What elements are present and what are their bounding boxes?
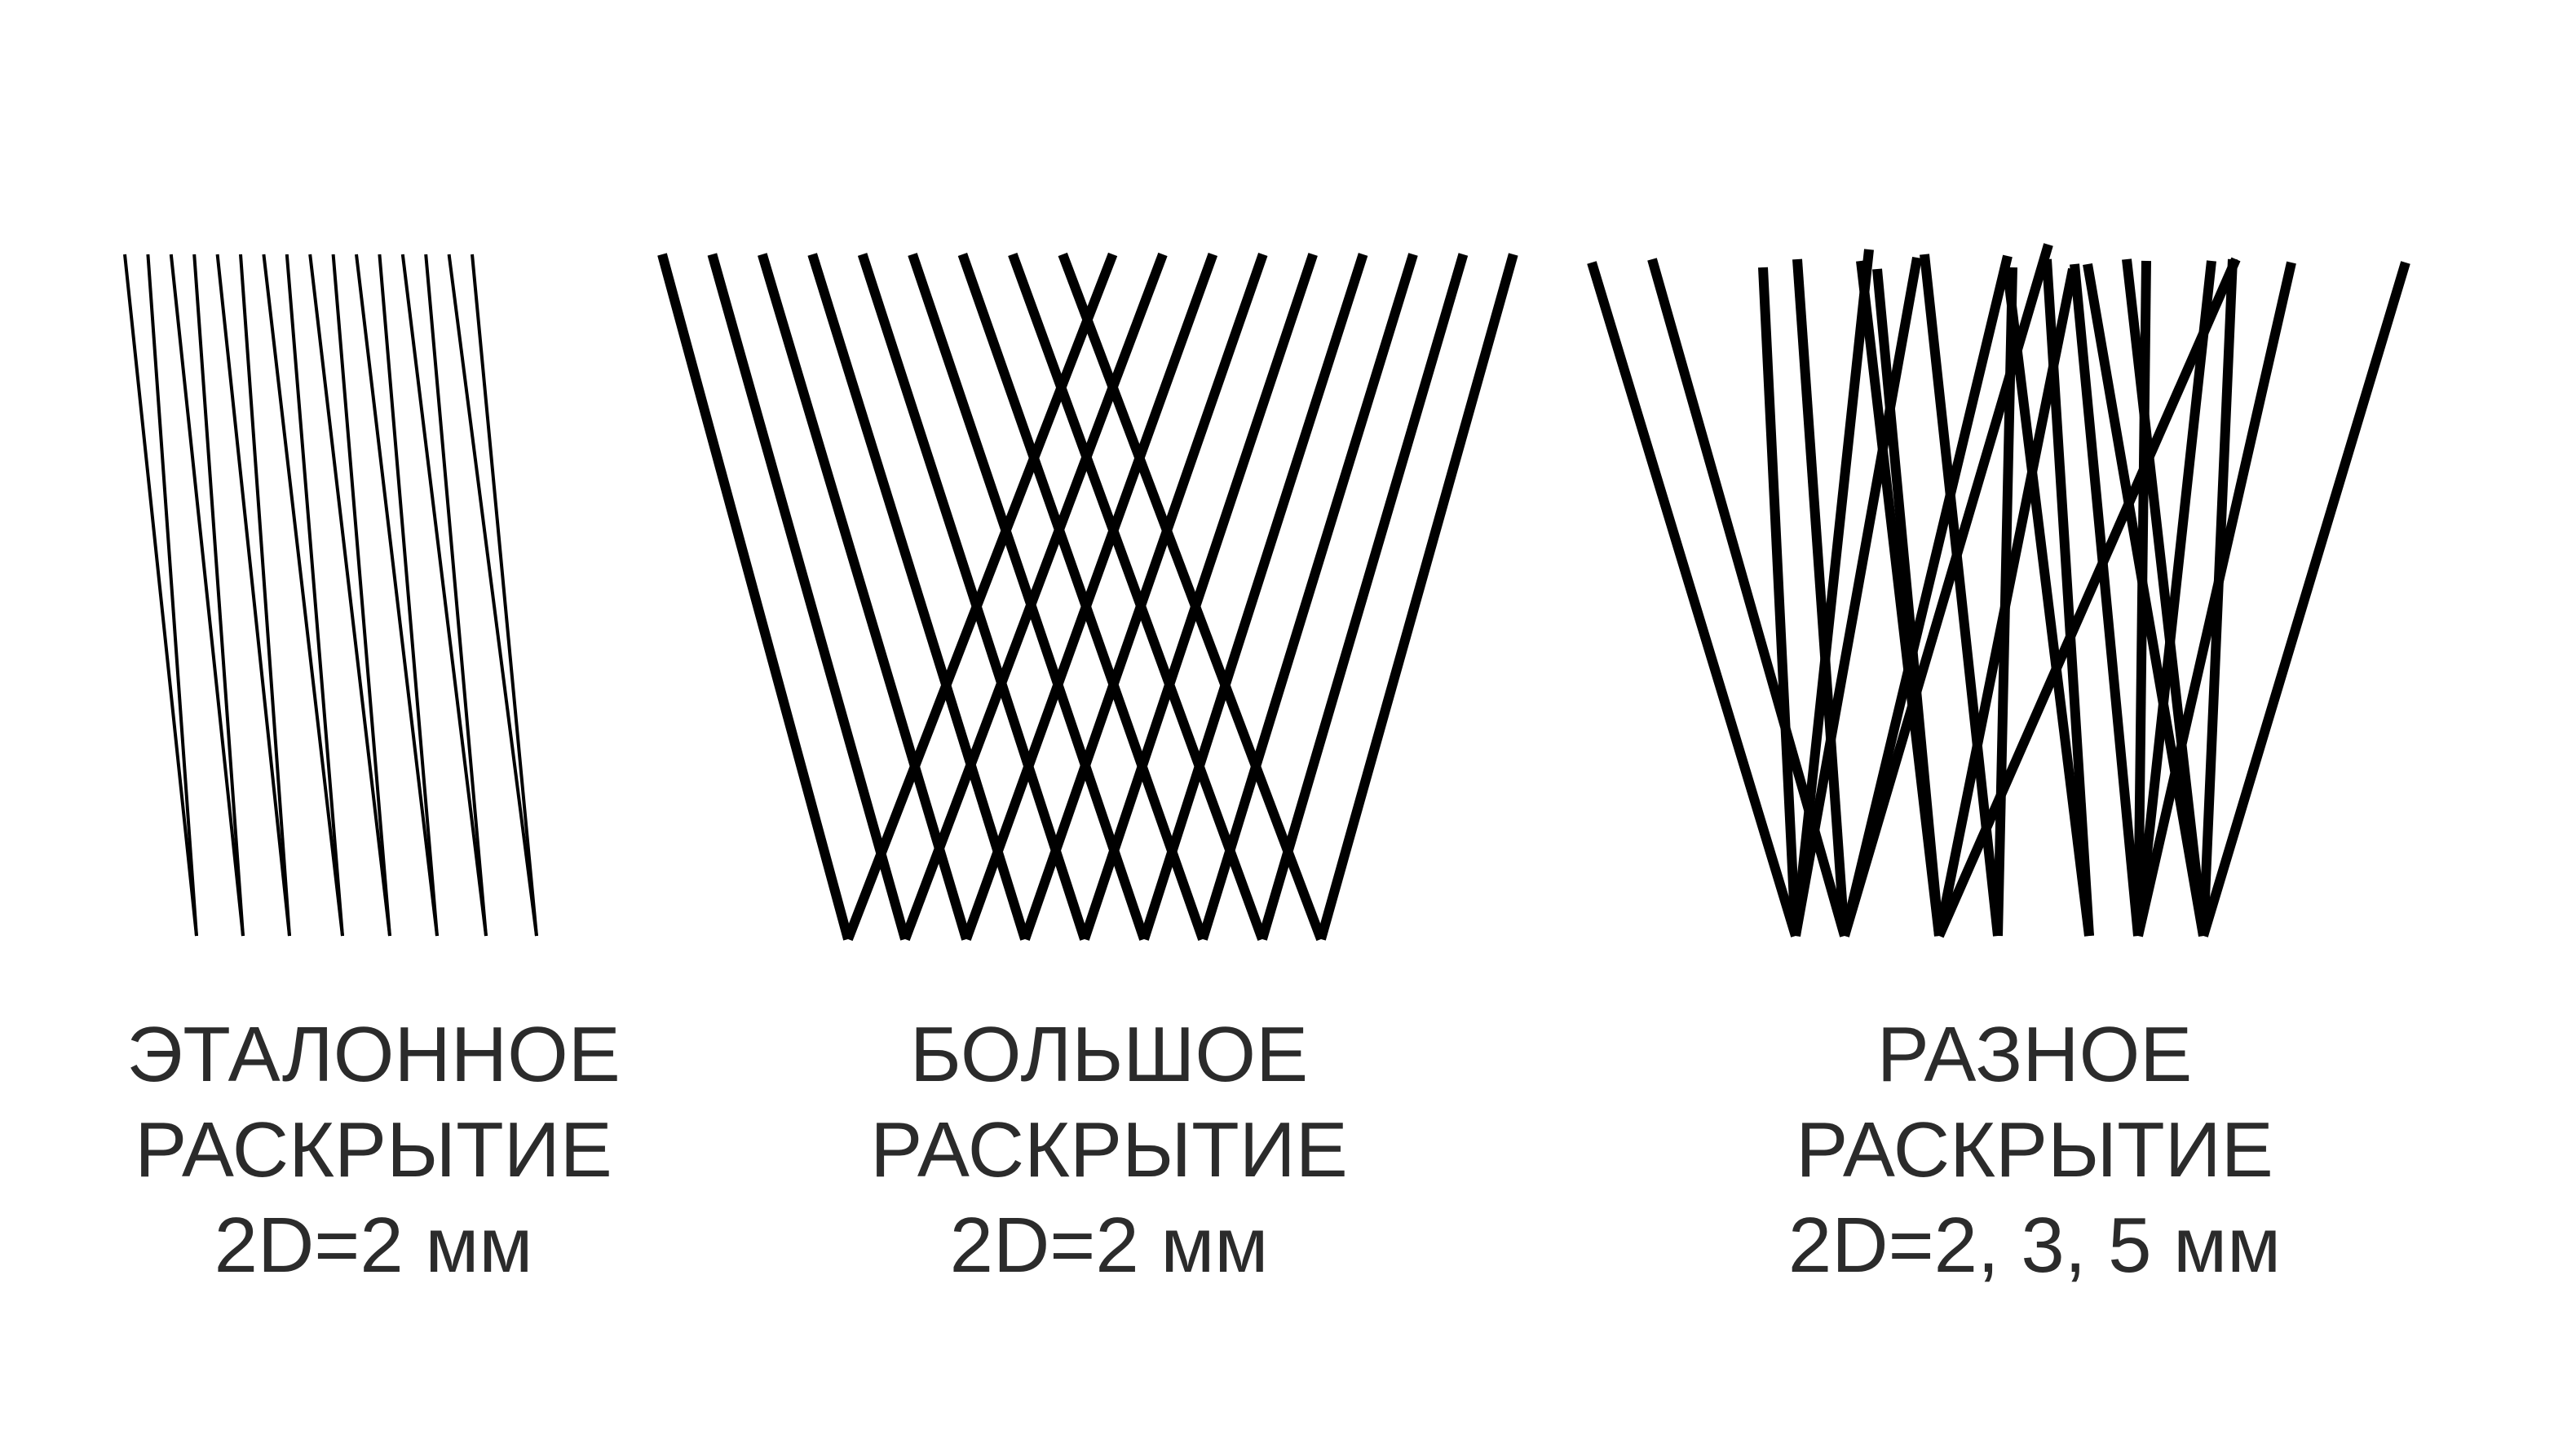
lash-line bbox=[1139, 253, 1368, 941]
lash-line bbox=[807, 253, 1030, 941]
lash-line bbox=[378, 254, 439, 937]
fan-standard-opening bbox=[123, 254, 538, 937]
lash-line bbox=[308, 254, 391, 937]
fan-large-opening bbox=[657, 252, 1518, 942]
lash-line bbox=[169, 254, 245, 937]
lash-line bbox=[1934, 267, 2078, 938]
lash-line bbox=[1758, 267, 1801, 937]
lash-line bbox=[1008, 252, 1267, 942]
lash-line bbox=[908, 253, 1149, 941]
lash-line bbox=[843, 252, 1118, 942]
lash-line bbox=[262, 254, 344, 937]
lash-line bbox=[857, 253, 1089, 941]
lash-line bbox=[1198, 253, 1418, 941]
lash-line bbox=[331, 254, 391, 937]
lash-line bbox=[1080, 253, 1318, 941]
lash-line bbox=[1920, 254, 2003, 937]
lash-line bbox=[900, 252, 1168, 942]
caption-title: ЭТАЛОННОЕ bbox=[126, 1011, 621, 1098]
caption-title: БОЛЬШОЕ bbox=[909, 1011, 1309, 1098]
lash-line bbox=[707, 253, 910, 941]
lash-line bbox=[1647, 258, 1849, 938]
caption-standard-opening: ЭТАЛОННОЕ РАСКРЫТИЕ 2D=2 мм bbox=[7, 1007, 740, 1293]
lash-line bbox=[215, 254, 291, 937]
lash-line bbox=[1872, 268, 1944, 937]
caption-subtitle: РАСКРЫТИЕ bbox=[870, 1106, 1348, 1194]
lash-line bbox=[355, 254, 439, 937]
lash-line bbox=[657, 253, 853, 941]
lash-line bbox=[1316, 253, 1518, 941]
lash-line bbox=[471, 254, 538, 937]
lash-line bbox=[2083, 263, 2208, 938]
lash-line bbox=[1257, 253, 1469, 941]
lash-line bbox=[1587, 261, 1801, 938]
lash-line bbox=[447, 254, 538, 937]
caption-size: 2D=2 мм bbox=[949, 1202, 1269, 1289]
lash-line bbox=[758, 253, 971, 941]
lash-line bbox=[400, 254, 488, 937]
caption-subtitle: РАСКРЫТИЕ bbox=[1796, 1106, 2273, 1194]
caption-subtitle: РАСКРЫТИЕ bbox=[135, 1106, 612, 1194]
lash-line bbox=[2198, 261, 2410, 938]
lash-line bbox=[961, 252, 1218, 942]
lash-line bbox=[123, 254, 198, 937]
caption-title: РАЗНОЕ bbox=[1876, 1011, 2193, 1098]
lash-line bbox=[192, 254, 245, 937]
lash-line bbox=[2003, 271, 2094, 937]
lash-line bbox=[239, 254, 291, 937]
lash-line bbox=[1792, 258, 1849, 937]
lash-line bbox=[1058, 252, 1326, 942]
lash-line bbox=[2133, 260, 2216, 937]
lash-line bbox=[1791, 249, 1874, 937]
caption-size: 2D=2, 3, 5 мм bbox=[1787, 1202, 2282, 1289]
caption-large-opening: БОЛЬШОЕ РАСКРЫТИЕ 2D=2 мм bbox=[742, 1007, 1476, 1293]
lash-line bbox=[2133, 261, 2296, 938]
lash-line bbox=[1840, 254, 2013, 938]
fan-various-opening bbox=[1587, 243, 2410, 938]
caption-various-opening: РАЗНОЕ РАСКРЫТИЕ 2D=2, 3, 5 мм bbox=[1668, 1007, 2401, 1293]
lash-line bbox=[2122, 258, 2208, 937]
lash-line bbox=[2070, 263, 2143, 937]
lash-line bbox=[1020, 253, 1268, 941]
lash-line bbox=[424, 254, 488, 937]
caption-size: 2D=2 мм bbox=[214, 1202, 533, 1289]
lash-line bbox=[146, 254, 198, 937]
lash-line bbox=[285, 254, 344, 937]
lash-line bbox=[957, 253, 1208, 941]
